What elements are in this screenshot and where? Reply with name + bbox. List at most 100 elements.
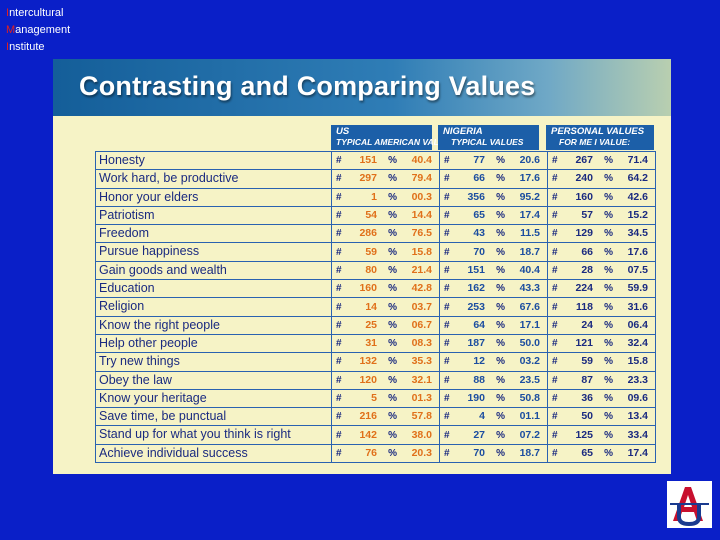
personal-cell: #66% 17.6 (548, 243, 655, 261)
nigeria-cell: #43% 11.5 (440, 225, 547, 243)
au-logo (667, 481, 712, 528)
nigeria-count-symbol: # (444, 283, 450, 295)
us-percent: 76.5 (411, 227, 432, 240)
title-banner: Contrasting and Comparing Values (53, 59, 671, 116)
us-percent-symbol: % (388, 191, 397, 203)
nigeria-count: 356 (467, 190, 485, 203)
personal-cell: #59% 15.8 (548, 353, 655, 371)
value-label: Freedom (96, 225, 331, 243)
table-row: Know the right people #25% 06.7 #64% 17.1 #24… (96, 316, 655, 334)
nigeria-header-title: NIGERIA (443, 126, 483, 137)
personal-count-symbol: # (552, 246, 558, 258)
personal-percent-symbol: % (604, 228, 613, 240)
personal-percent-symbol: % (604, 338, 613, 350)
nigeria-count-symbol: # (444, 155, 450, 167)
values-table: Honesty #151% 40.4 #77% 20.6 #267% 71.4 Work ha… (95, 151, 656, 464)
value-label: Religion (96, 298, 331, 316)
nigeria-count-symbol: # (444, 301, 450, 313)
value-label: Honor your elders (96, 188, 331, 206)
us-count: 132 (359, 355, 377, 368)
personal-percent-symbol: % (604, 246, 613, 258)
personal-cell: #65% 17.4 (548, 444, 655, 463)
personal-cell: #28% 07.5 (548, 261, 655, 280)
personal-percent-symbol: % (604, 155, 613, 167)
us-count-symbol: # (336, 374, 342, 386)
nigeria-count-symbol: # (444, 393, 450, 404)
personal-percent: 33.4 (627, 428, 648, 441)
nigeria-percent: 18.7 (519, 446, 540, 459)
value-label: Obey the law (96, 371, 331, 389)
personal-count: 121 (575, 337, 593, 350)
us-percent: 79.4 (411, 172, 432, 185)
personal-percent: 31.6 (627, 300, 648, 313)
nigeria-percent: 01.1 (519, 410, 540, 423)
table-row: Save time, be punctual #216% 57.8 #4% 01.1 #5… (96, 408, 655, 426)
nigeria-count: 77 (473, 154, 485, 167)
personal-count: 57 (581, 209, 593, 222)
nigeria-cell: #70% 18.7 (440, 243, 547, 261)
personal-count-symbol: # (552, 283, 558, 295)
value-label: Education (96, 280, 331, 298)
nigeria-header-subtitle: TYPICAL VALUES (451, 137, 524, 147)
nigeria-count-symbol: # (444, 411, 450, 423)
us-count: 160 (359, 282, 377, 295)
org-initial-2: M (6, 24, 16, 36)
personal-percent: 17.6 (627, 245, 648, 258)
nigeria-percent: 18.7 (519, 245, 540, 258)
us-percent-symbol: % (388, 210, 397, 222)
nigeria-percent: 50.0 (519, 337, 540, 350)
us-count: 80 (365, 263, 377, 276)
table-row: Work hard, be productive #297% 79.4 #66% 17.… (96, 170, 655, 188)
nigeria-percent-symbol: % (496, 447, 505, 459)
personal-percent: 07.5 (627, 263, 648, 276)
personal-count-symbol: # (552, 264, 558, 276)
nigeria-cell: #77% 20.6 (440, 152, 547, 170)
personal-cell: #50% 13.4 (548, 408, 655, 426)
personal-percent-symbol: % (604, 264, 613, 276)
us-column-header: US TYPICAL AMERICAN VALUES (331, 125, 456, 150)
nigeria-percent-symbol: % (496, 246, 505, 258)
nigeria-cell: #27% 07.2 (440, 426, 547, 444)
nigeria-cell: #162% 43.3 (440, 280, 547, 298)
us-count-symbol: # (336, 283, 342, 295)
us-cell: #1% 00.3 (332, 188, 439, 206)
table-row: Help other people #31% 08.3 #187% 50.0 #121% 3… (96, 334, 655, 353)
table-row: Stand up for what you think is right #142… (96, 426, 655, 444)
nigeria-cell: #151% 40.4 (440, 261, 547, 280)
personal-percent-symbol: % (604, 210, 613, 222)
nigeria-count: 12 (473, 355, 485, 368)
us-count-symbol: # (336, 393, 342, 404)
personal-percent-symbol: % (604, 374, 613, 386)
personal-percent: 15.8 (627, 355, 648, 368)
personal-percent-symbol: % (604, 319, 613, 331)
us-count: 216 (359, 410, 377, 423)
personal-count-symbol: # (552, 356, 558, 368)
personal-percent: 09.6 (627, 392, 648, 404)
personal-count-symbol: # (552, 411, 558, 423)
us-count-symbol: # (336, 338, 342, 350)
us-percent: 42.8 (411, 282, 432, 295)
personal-count: 28 (581, 263, 593, 276)
personal-percent: 23.3 (627, 373, 648, 386)
us-cell: #142% 38.0 (332, 426, 439, 444)
org-initial-3: I (6, 41, 10, 53)
us-percent-symbol: % (388, 155, 397, 167)
value-label: Honesty (96, 152, 331, 170)
nigeria-percent-symbol: % (496, 264, 505, 276)
us-cell: #120% 32.1 (332, 371, 439, 389)
personal-header-title: PERSONAL VALUES (551, 126, 645, 137)
personal-count: 50 (581, 410, 593, 423)
us-count: 297 (359, 172, 377, 185)
table-row: Religion #14% 03.7 #253% 67.6 #118% 31.6 (96, 298, 655, 316)
nigeria-percent: 11.5 (520, 227, 540, 240)
us-percent-symbol: % (388, 283, 397, 295)
personal-cell: #267% 71.4 (548, 152, 655, 170)
personal-percent: 71.4 (627, 154, 648, 167)
us-percent: 00.3 (411, 190, 432, 203)
nigeria-count-symbol: # (444, 246, 450, 258)
nigeria-percent: 43.3 (519, 282, 540, 295)
nigeria-count-symbol: # (444, 173, 450, 185)
personal-column-header: PERSONAL VALUES FOR ME I VALUE: (546, 125, 654, 150)
personal-count-symbol: # (552, 210, 558, 222)
us-percent: 01.3 (411, 392, 432, 404)
